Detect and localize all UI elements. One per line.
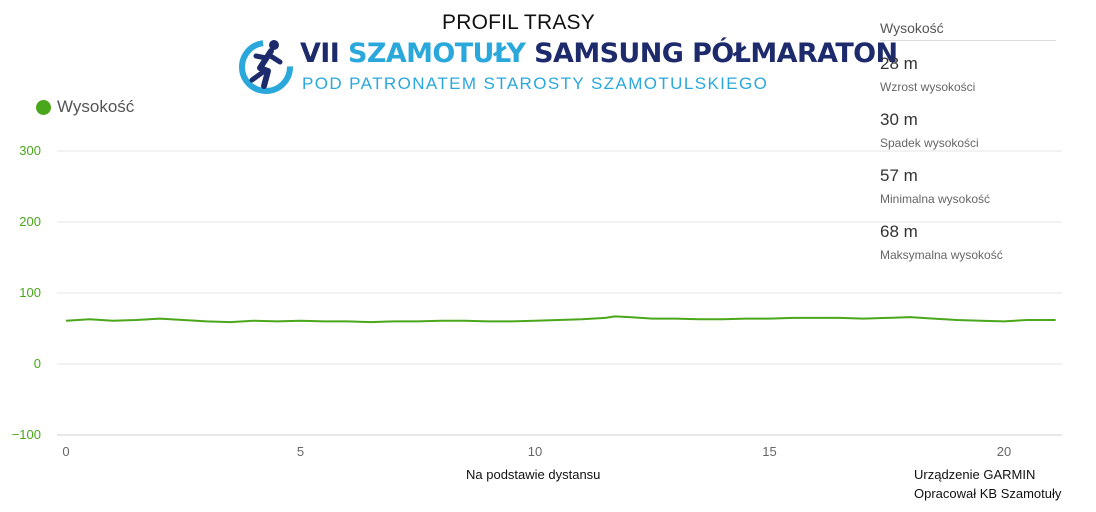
- stats-panel: Wysokość 28 m Wzrost wysokości 30 m Spad…: [880, 20, 1056, 262]
- stats-heading: Wysokość: [880, 20, 1056, 41]
- stat-value: 68 m: [880, 222, 918, 241]
- x-tick-label: 15: [762, 444, 776, 459]
- chart-legend[interactable]: Wysokość: [36, 97, 134, 117]
- y-tick-label: 0: [34, 356, 41, 371]
- legend-label: Wysokość: [57, 97, 135, 116]
- event-patronage: POD PATRONATEM STAROSTY SZAMOTULSKIEGO: [302, 74, 769, 93]
- stat-value: 28 m: [880, 54, 918, 73]
- stat-elevation-loss: 30 m Spadek wysokości: [880, 110, 1056, 150]
- x-tick-label: 5: [297, 444, 304, 459]
- x-tick-label: 0: [62, 444, 69, 459]
- x-axis-title: Na podstawie dystansu: [466, 467, 601, 482]
- event-name-city: SZAMOTUŁY: [348, 38, 526, 69]
- legend-marker: [36, 99, 51, 115]
- x-tick-label: 10: [528, 444, 542, 459]
- author-note: Opracował KB Szamotuły: [914, 486, 1062, 501]
- event-logo: VII SZAMOTUŁY SAMSUNG PÓŁMARATON POD PAT…: [238, 36, 898, 96]
- stat-label: Spadek wysokości: [880, 136, 979, 150]
- stat-value: 57 m: [880, 166, 918, 185]
- event-name-part: SAMSUNG PÓŁMARATON: [525, 38, 898, 69]
- elevation-series-line[interactable]: [65, 315, 1056, 324]
- device-note: Urządzenie GARMIN: [914, 467, 1036, 482]
- page-title: PROFIL TRASY: [442, 11, 595, 34]
- stat-max-elevation: 68 m Maksymalna wysokość: [880, 222, 1056, 262]
- stat-label: Maksymalna wysokość: [880, 248, 1003, 262]
- runner-icon: [239, 40, 293, 94]
- event-name: VII SZAMOTUŁY SAMSUNG PÓŁMARATON: [300, 38, 898, 69]
- tick-layer: −100 0 100 200 300 0 5 10 15 20: [12, 143, 1012, 459]
- stat-label: Wzrost wysokości: [880, 80, 976, 94]
- y-tick-label: 300: [19, 143, 41, 158]
- stat-value: 30 m: [880, 110, 918, 129]
- y-tick-label: 200: [19, 214, 41, 229]
- x-tick-label: 20: [997, 444, 1011, 459]
- event-name-part: VII: [300, 38, 348, 69]
- grid-layer: [57, 150, 1062, 436]
- y-tick-label: 100: [19, 285, 41, 300]
- stat-elevation-gain: 28 m Wzrost wysokości: [880, 54, 1056, 94]
- y-tick-label: −100: [12, 427, 41, 442]
- stat-min-elevation: 57 m Minimalna wysokość: [880, 166, 1056, 206]
- stat-label: Minimalna wysokość: [880, 192, 991, 206]
- line-layer: [65, 315, 1056, 324]
